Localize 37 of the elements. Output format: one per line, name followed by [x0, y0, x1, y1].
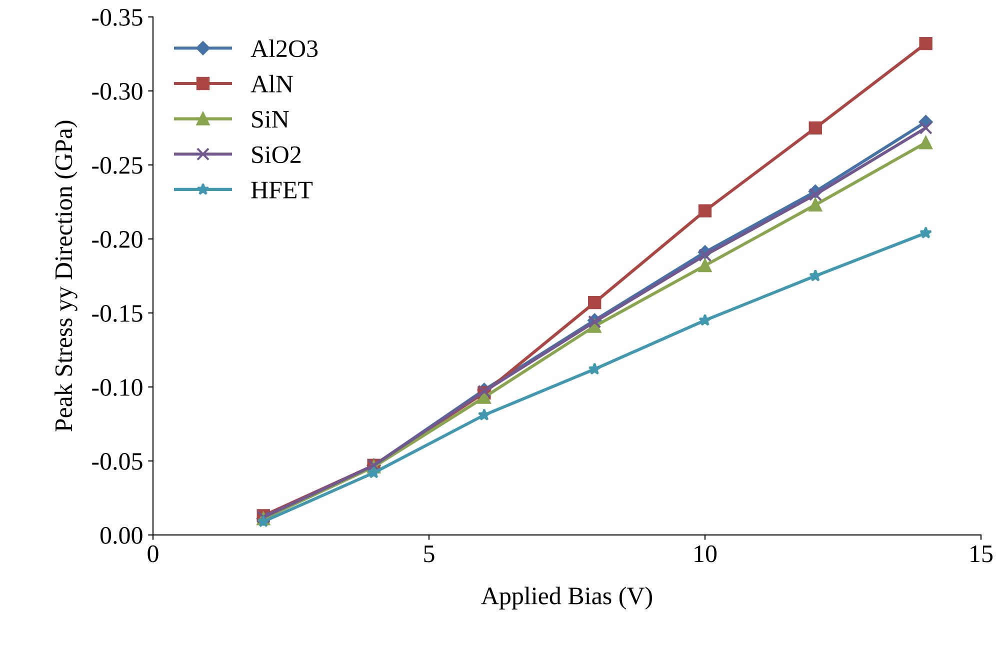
y-axis-title: Peak Stress yy Direction (GPa) — [54, 120, 78, 432]
y-tick-label: -0.25 — [92, 156, 142, 174]
point — [808, 198, 822, 212]
x-tick-label: 15 — [970, 546, 993, 562]
point — [919, 136, 932, 150]
y-tick-label: -0.30 — [92, 82, 142, 100]
point — [809, 269, 822, 282]
y-tick-label: -0.35 — [92, 8, 142, 26]
point — [919, 226, 932, 239]
point — [919, 121, 932, 135]
y-tick-label: -0.10 — [92, 378, 142, 396]
point — [588, 362, 601, 375]
legend-label: SiO2 — [252, 146, 301, 164]
legend-label: AlN — [250, 74, 293, 92]
point — [808, 121, 822, 135]
point — [367, 466, 380, 478]
y-tick-label: -0.15 — [92, 304, 142, 322]
point — [808, 188, 822, 202]
point — [478, 408, 491, 421]
point — [478, 390, 491, 404]
point — [698, 204, 712, 218]
y-tick-label: -0.05 — [92, 452, 142, 470]
point — [698, 258, 712, 272]
point — [919, 36, 932, 50]
x-tick-label: 5 — [424, 546, 434, 562]
point — [698, 248, 712, 262]
x-tick-label: 10 — [694, 545, 717, 562]
legend-label: Al2O3 — [250, 40, 318, 58]
legend-label: HFET — [251, 182, 313, 198]
x-tick-label: 0 — [148, 545, 158, 562]
x-axis-title: Applied Bias (V) — [481, 586, 652, 610]
point — [698, 314, 712, 326]
legend-label: SiN — [252, 110, 289, 128]
point — [257, 515, 270, 528]
y-tick-label: -0.20 — [92, 230, 142, 248]
y-tick-label: 0.00 — [100, 527, 142, 544]
point — [588, 296, 602, 310]
